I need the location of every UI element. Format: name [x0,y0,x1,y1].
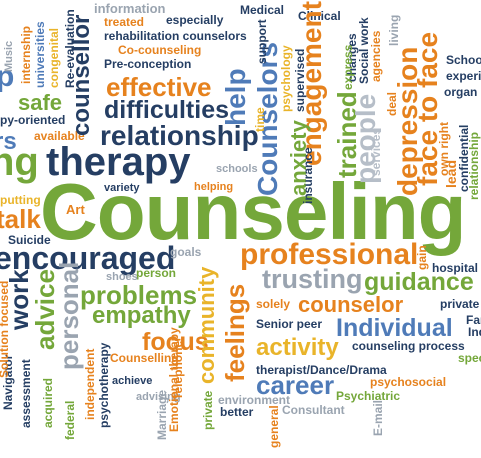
word-information: information [94,1,166,16]
word-universities: universities [33,21,47,88]
word-congenital: congenital [47,27,61,88]
word-living: living [387,14,401,46]
word-career: career [256,370,335,400]
word-marriage: Marriage [155,389,169,440]
word-advising-h: advising [136,391,181,403]
word-especially: especially [166,13,224,27]
word-hospital: hospital [432,261,479,275]
word-spec: spec [458,351,481,365]
word-acquired: acquired [41,377,55,428]
word-suicide: Suicide [8,233,51,247]
word-trusting: trusting [262,264,363,294]
word-general: general [267,405,281,448]
word-p-fragment: p [0,60,15,93]
word-shoes: shoes [106,271,138,283]
word-solely: solely [256,297,291,311]
word-co-counseling: Co-counseling [118,43,202,57]
word-focus: focus [142,328,209,356]
word-deal: deal [385,91,399,116]
word-feelings: feelings [220,283,250,382]
word-professional: professional [240,238,419,271]
word-lead: lead [443,159,459,188]
word-solution-focused: Solution focused [0,280,11,378]
word-counselor: counselor [298,292,404,317]
word-time: time [253,107,267,132]
word-rehabilitation-counselors: rehabilitation counselors [104,29,247,43]
word-helping: helping [194,181,234,193]
word-guidance: guidance [364,268,474,296]
word-better: better [220,405,254,419]
word-individual: Individual [336,314,453,342]
word-independent: independent [83,348,97,420]
word-assessment: assessment [19,359,33,428]
word-relationship-v: relationship [467,131,481,200]
word-effective: effective [106,72,212,102]
word-activity: activity [256,334,339,361]
word-environment: environment [218,393,291,407]
word-email: E-mail [371,399,385,436]
word-support: support [255,19,269,64]
word-family: Family [466,313,481,327]
word-py-oriented: py-oriented [0,113,66,127]
word-personal: personal [54,261,84,370]
word-experi: experi [446,69,481,83]
word-safe: safe [18,90,63,115]
word-internship: internship [19,25,33,84]
word-clinical: Clinical [298,9,341,23]
word-express: express [341,44,355,90]
word-private: private [440,297,480,311]
word-problems: problems [80,280,198,310]
word-counselling: Counselling [110,351,179,365]
word-services: services [369,127,383,176]
word-psychiatric: Psychiatric [336,389,401,403]
word-medical: Medical [240,3,285,17]
word-encouraged: encouraged [0,240,176,276]
word-telephone: Telephone [171,340,185,400]
word-ng-fragment: ng [0,140,39,184]
word-putting: putting [0,193,41,207]
word-pre-conception: Pre-conception [104,57,192,71]
word-empathy: empathy [92,302,191,329]
word-talk: talk [0,204,41,234]
word-goals: goals [170,245,202,259]
word-counseling-process: counseling process [352,339,465,353]
word-therapist-dance-drama: therapist/Dance/Drama [256,363,387,377]
word-psychology: psychology [279,45,293,112]
word-difficulties: difficulties [104,96,230,124]
word-gain: gain [415,245,429,270]
word-counseling: Counseling [40,167,467,256]
word-community: community [194,266,219,384]
word-person: person [136,266,177,280]
word-individual-small: Individual [468,325,481,339]
word-rs-fragment: rs [0,128,17,155]
word-supervised: supervised [293,48,307,112]
word-re-evaluation: Re-evaluation [63,9,77,88]
word-consultant: Consultant [282,403,345,417]
word-federal: federal [63,400,77,440]
word-art: Art [66,202,85,217]
word-variety: variety [104,182,140,194]
word-achieve-h: achieve [112,375,153,387]
word-agencies: agencies [369,30,383,82]
word-schools: schools [216,163,258,175]
word-insurance: insurance [301,147,315,204]
word-help: help [220,68,251,126]
word-music: Music [3,40,15,72]
word-schoo: Schoo [446,53,481,67]
word-psychotherapy: psychotherapy [97,342,111,428]
word-organ: organ [444,85,478,99]
word-therapy: therapy [46,140,191,184]
word-available: available [34,129,85,143]
word-private-v: private [201,390,215,430]
word-treated: treated [104,15,145,29]
word-relationship: relationship [100,120,259,151]
word-senior-peer: Senior peer [256,317,323,331]
word-psychosocial: psychosocial [370,375,447,389]
